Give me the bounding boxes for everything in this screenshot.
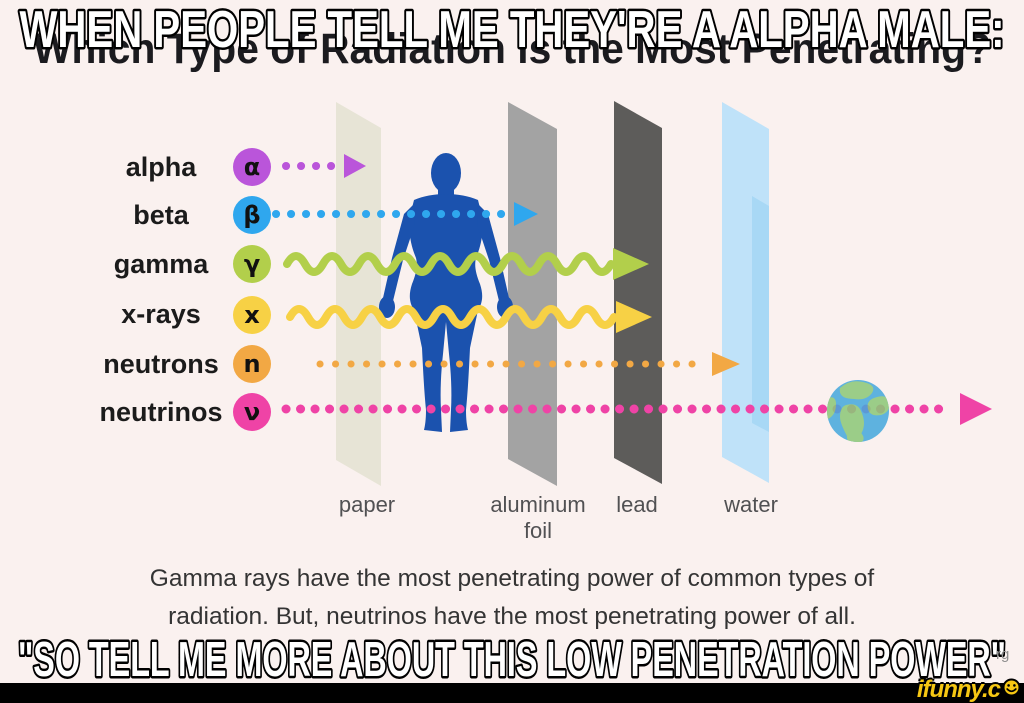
gamma-arrowhead (613, 248, 649, 280)
xray-symbol: x (244, 301, 260, 329)
gamma-symbol-badge: γ (233, 245, 271, 283)
barrier-label-aluminum: aluminum (490, 492, 586, 517)
beta-symbol-badge: β (233, 196, 271, 234)
radiation-label-neutrinos: neutrinos (99, 397, 223, 427)
neutrons-arrowhead (712, 352, 740, 376)
corner-watermark-fragment: rg (996, 646, 1010, 663)
neutrino-symbol: ν (243, 398, 261, 426)
barrier-aluminum-foil (508, 102, 557, 486)
watermark-bar (0, 683, 1024, 703)
barrier-water-inner-shade (752, 196, 769, 432)
barrier-lead (614, 101, 662, 484)
xray-arrowhead (616, 301, 652, 333)
human-silhouette (379, 153, 513, 432)
neutron-symbol-badge: n (233, 345, 271, 383)
beta-symbol: β (243, 201, 261, 229)
smiley-icon (1002, 676, 1021, 703)
alpha-arrowhead (344, 154, 366, 178)
radiation-label-gamma: gamma (113, 249, 209, 279)
radiation-label-xrays: x-rays (121, 299, 201, 329)
barrier-label-foil: foil (523, 518, 553, 543)
neutrinos-arrowhead (960, 393, 992, 425)
ifunny-watermark-text: ifunny.c (916, 676, 1001, 703)
xray-symbol-badge: x (233, 296, 271, 334)
xray-ray (286, 305, 618, 329)
meme-bottom-text: "SO TELL ME MORE ABOUT THIS LOW PENETRAT… (18, 633, 1006, 687)
alpha-symbol: α (243, 153, 261, 181)
radiation-label-alpha: alpha (125, 152, 197, 182)
earth-globe (827, 380, 889, 442)
barrier-paper (336, 102, 381, 486)
barrier-label-lead: lead (616, 492, 658, 517)
meme-top-text: WHEN PEOPLE TELL ME THEY'RE A ALPHA MALE… (20, 1, 1005, 59)
caption-line-2: radiation. But, neutrinos have the most … (168, 603, 856, 630)
gamma-ray (283, 252, 615, 276)
barrier-label-aluminum-foil: aluminum foil (468, 492, 608, 544)
gamma-symbol: γ (243, 250, 261, 278)
beta-arrowhead (514, 202, 538, 226)
infographic-title: Which Type of Radiation is the Most Pene… (33, 25, 991, 73)
neutrino-symbol-badge: ν (233, 393, 271, 431)
caption-line-1: Gamma rays have the most penetrating pow… (149, 565, 875, 592)
ifunny-watermark: ifunny.c (917, 676, 1021, 703)
alpha-symbol-badge: α (233, 148, 271, 186)
barrier-label-water: water (724, 492, 778, 517)
radiation-label-neutrons: neutrons (103, 349, 219, 379)
radiation-label-beta: beta (133, 200, 189, 230)
infographic-caption: Gamma rays have the most penetrating pow… (0, 560, 1024, 636)
neutron-symbol: n (243, 350, 261, 378)
barrier-label-paper: paper (338, 492, 396, 517)
